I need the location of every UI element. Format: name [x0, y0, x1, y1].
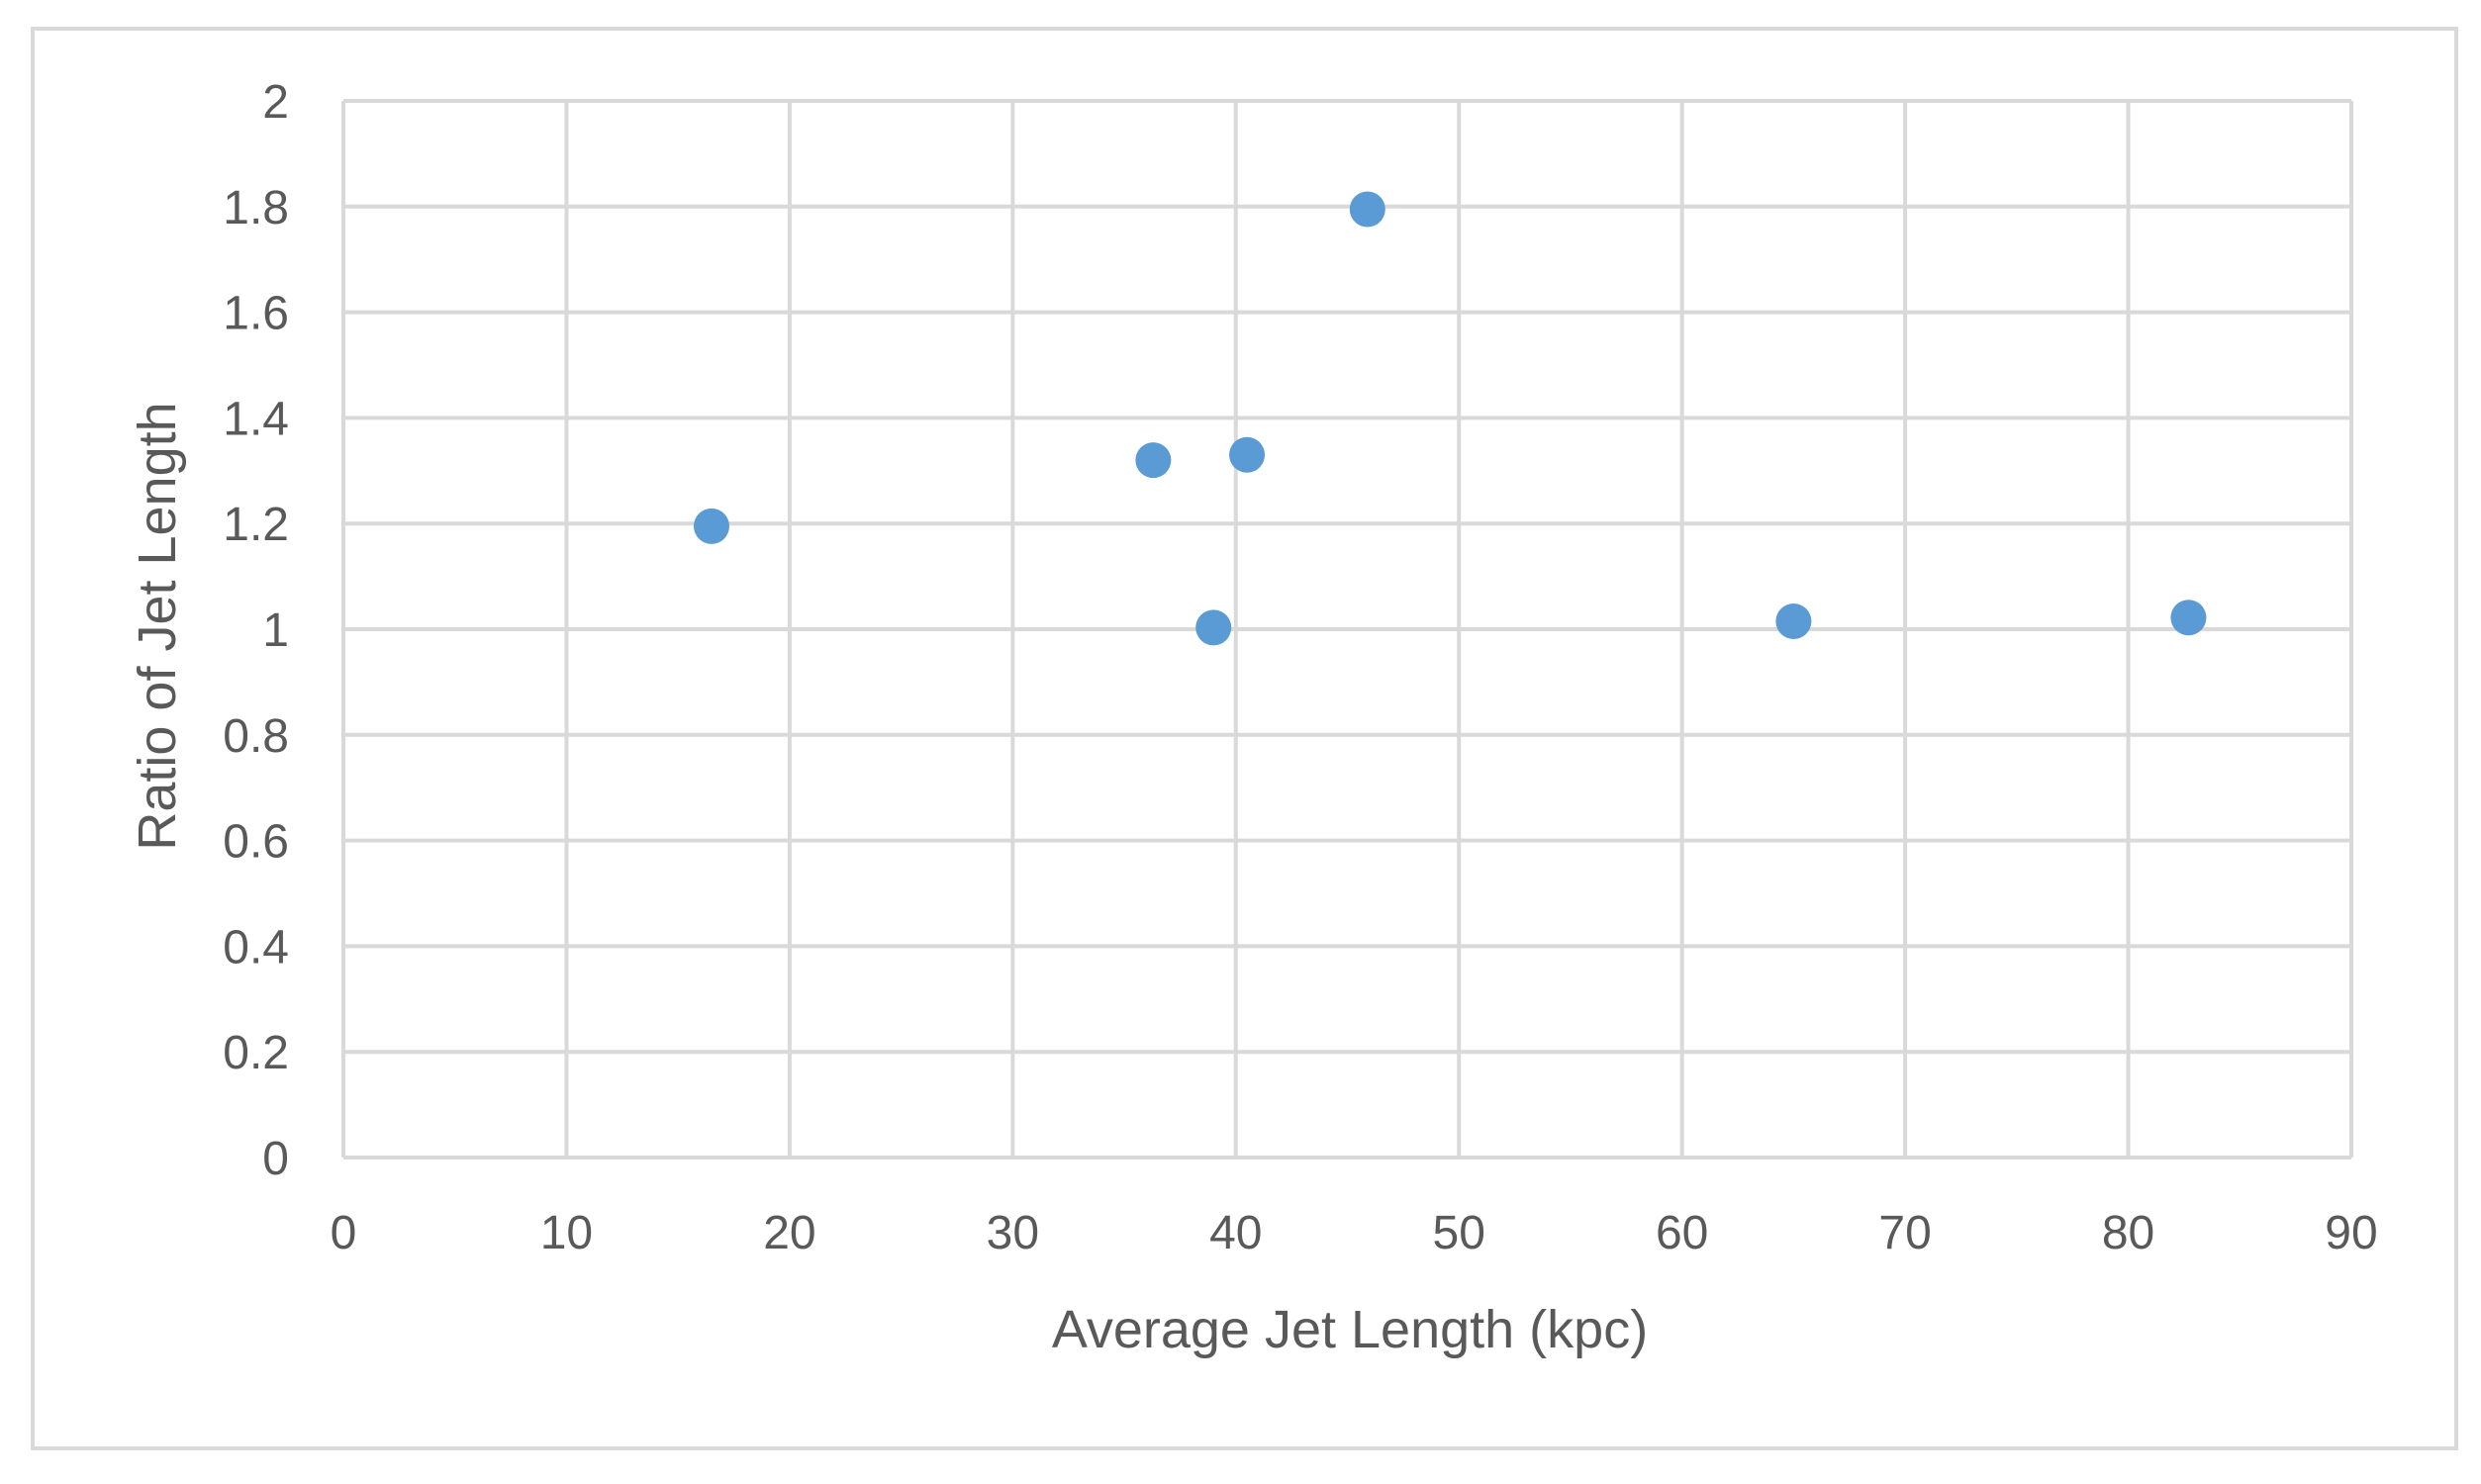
y-tick-label: 0 [262, 1133, 289, 1185]
data-point [1135, 442, 1172, 479]
chart-border [31, 27, 2458, 1450]
y-tick-label: 1.4 [223, 393, 289, 445]
x-tick-label: 10 [540, 1207, 593, 1259]
y-tick-label: 0.4 [223, 921, 289, 974]
data-point [693, 508, 729, 544]
data-point [1195, 609, 1232, 646]
x-axis-title: Average Jet Length (kpc) [1052, 1300, 1648, 1359]
y-tick-label: 0.6 [223, 816, 289, 869]
y-tick-label: 2 [262, 76, 289, 129]
y-tick-label: 0.2 [223, 1027, 289, 1079]
y-tick-label: 1.6 [223, 288, 289, 340]
x-axis-tick-labels: 0 10 20 30 40 50 60 70 80 90 [331, 1207, 2378, 1259]
y-tick-label: 1 [262, 604, 289, 657]
x-tick-label: 70 [1878, 1207, 1931, 1259]
x-tick-label: 90 [2325, 1207, 2377, 1259]
data-point [1229, 436, 1266, 473]
x-tick-label: 20 [763, 1207, 815, 1259]
y-axis-title: Ratio of Jet Length [128, 402, 187, 850]
grid-lines [341, 99, 2353, 1159]
x-tick-label: 50 [1433, 1207, 1485, 1259]
x-tick-label: 0 [331, 1207, 357, 1259]
data-point [1349, 191, 1385, 228]
data-points [693, 191, 2207, 646]
y-axis-tick-labels: 0 0.2 0.4 0.6 0.8 1 1.2 1.4 1.6 1.8 2 [223, 76, 289, 1185]
data-point [2170, 600, 2207, 636]
y-tick-label: 0.8 [223, 710, 289, 763]
y-tick-label: 1.8 [223, 182, 289, 234]
x-tick-label: 80 [2102, 1207, 2154, 1259]
x-tick-label: 30 [987, 1207, 1039, 1259]
data-point [1775, 603, 1812, 639]
y-tick-label: 1.2 [223, 499, 289, 551]
x-tick-label: 40 [1209, 1207, 1262, 1259]
x-tick-label: 60 [1656, 1207, 1708, 1259]
